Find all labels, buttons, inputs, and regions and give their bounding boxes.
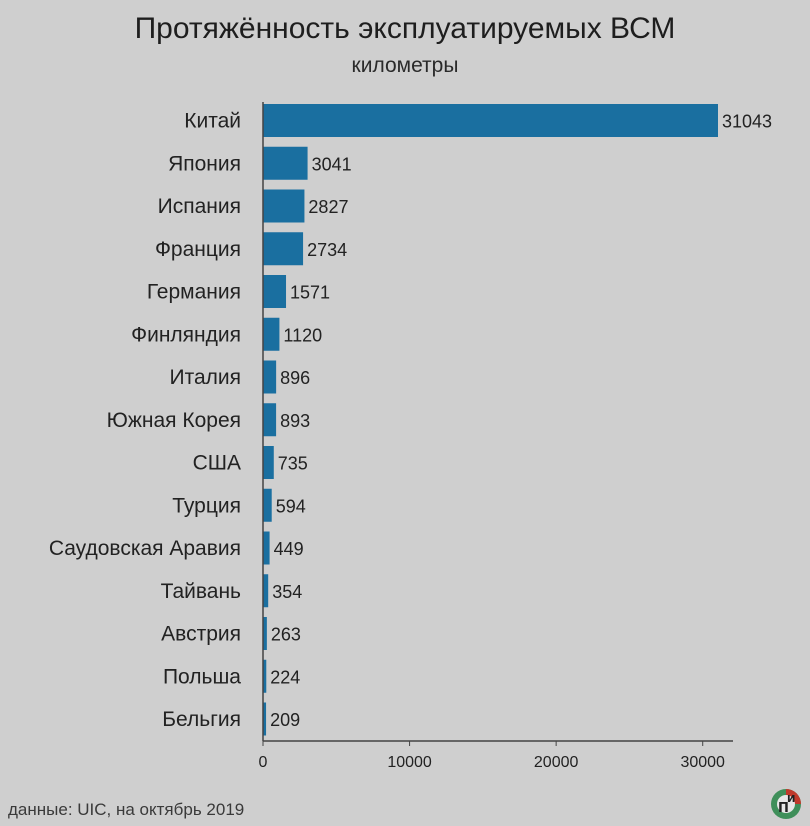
category-label: Тайвань (161, 580, 241, 603)
svg-text:И: И (787, 794, 795, 805)
x-tick-label: 0 (259, 754, 268, 771)
data-label: 2827 (308, 197, 348, 217)
category-label: Испания (158, 195, 241, 218)
category-label: Польша (163, 665, 241, 688)
pi-logo-icon: П И (770, 788, 802, 820)
bar (263, 317, 280, 351)
bar (263, 232, 304, 266)
category-label: Германия (147, 281, 241, 304)
bar (263, 403, 277, 437)
bar (263, 574, 269, 608)
x-tick-label: 20000 (534, 754, 579, 771)
data-label: 1571 (290, 283, 330, 303)
category-label: Италия (169, 366, 241, 389)
category-label: Южная Корея (107, 409, 241, 432)
category-label: Франция (155, 238, 241, 261)
category-label: Финляндия (131, 323, 241, 346)
bar (263, 659, 267, 693)
data-source-note: данные: UIC, на октябрь 2019 (8, 800, 245, 819)
chart-subtitle: километры (351, 54, 459, 77)
data-label: 263 (271, 625, 301, 645)
category-label: Саудовская Аравия (49, 537, 241, 560)
data-label: 1120 (283, 325, 322, 345)
bar (263, 488, 272, 522)
data-label: 3041 (312, 154, 352, 174)
data-label: 735 (278, 454, 308, 474)
bar (263, 617, 267, 650)
bar (263, 146, 308, 180)
x-tick-label: 30000 (680, 754, 725, 771)
data-label: 449 (274, 539, 304, 559)
bar-chart: Китай 31043 Япония 3041 Испания 2827 Франция 27… (49, 102, 772, 771)
category-label: Австрия (161, 623, 241, 646)
x-tick-label: 10000 (387, 754, 432, 771)
bar (263, 104, 718, 137)
data-label: 354 (272, 582, 302, 602)
data-label: 893 (280, 411, 310, 431)
bar (263, 531, 270, 565)
data-label: 594 (276, 496, 306, 516)
bar (263, 189, 305, 223)
data-label: 209 (270, 710, 300, 730)
category-label: Китай (184, 110, 241, 133)
bar (263, 275, 287, 308)
chart-title: Протяжённость эксплуатируемых ВСМ (134, 12, 676, 45)
data-label: 2734 (307, 240, 347, 260)
svg-text:П: П (778, 801, 789, 816)
data-label: 224 (270, 667, 300, 687)
bar (263, 360, 277, 394)
category-label: Турция (172, 494, 241, 517)
category-label: Япония (168, 152, 241, 175)
bar (263, 446, 274, 479)
data-label: 31043 (722, 112, 772, 132)
data-label: 896 (280, 368, 310, 388)
bar (263, 702, 267, 736)
category-label: Бельгия (162, 708, 241, 731)
category-label: США (193, 452, 241, 475)
